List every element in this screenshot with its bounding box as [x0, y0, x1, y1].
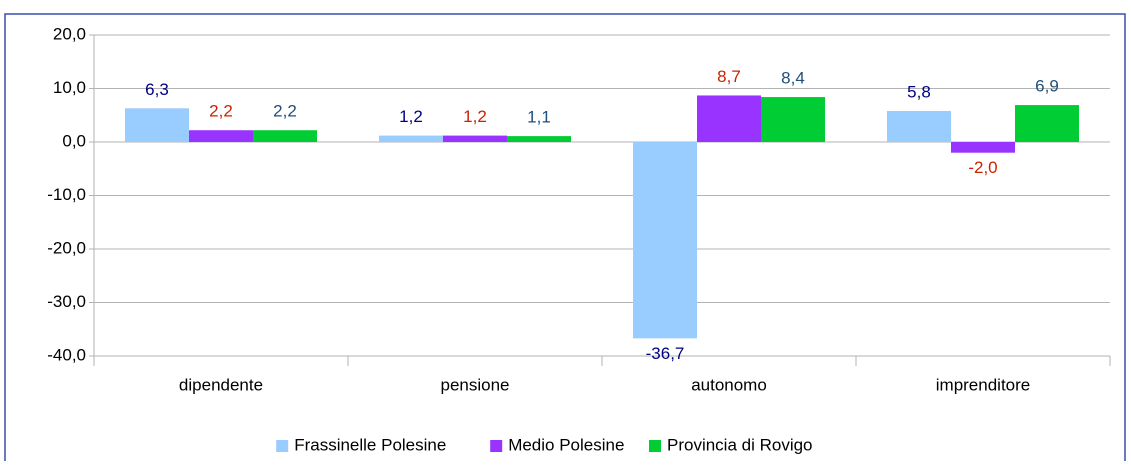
y-tick-label: -10,0: [47, 185, 86, 204]
data-label: 2,2: [273, 102, 297, 121]
bar: [887, 110, 951, 142]
bar: [507, 136, 571, 142]
data-label: 6,3: [145, 80, 169, 99]
bar: [761, 97, 825, 142]
y-tick-label: -40,0: [47, 345, 86, 364]
data-label: 1,1: [527, 108, 551, 127]
y-tick-label: 0,0: [62, 131, 86, 150]
x-tick-label: dipendente: [179, 375, 263, 394]
legend-label: Frassinelle Polesine: [294, 435, 446, 454]
bar: [951, 142, 1015, 153]
data-label: -2,0: [968, 158, 997, 177]
bar: [633, 142, 697, 339]
bar: [443, 135, 507, 142]
legend-swatch: [276, 440, 289, 452]
y-tick-label: -20,0: [47, 238, 86, 257]
y-tick-label: 20,0: [53, 24, 86, 43]
bar: [189, 130, 253, 142]
legend-swatch: [649, 440, 661, 452]
bar: [1015, 105, 1079, 142]
bar: [253, 130, 317, 142]
x-tick-label: pensione: [440, 375, 509, 394]
data-label: -36,7: [646, 344, 685, 363]
data-label: 8,7: [717, 67, 741, 86]
legend-label: Medio Polesine: [508, 435, 624, 454]
chart-frame: [4, 13, 1126, 466]
data-label: 1,2: [463, 107, 487, 126]
data-label: 2,2: [209, 102, 233, 121]
x-tick-label: imprenditore: [936, 375, 1031, 394]
legend-label: Provincia di Rovigo: [667, 435, 813, 454]
x-tick-label: autonomo: [691, 375, 767, 394]
data-label: 8,4: [781, 69, 805, 88]
legend-swatch: [490, 440, 503, 452]
bar: [125, 108, 189, 142]
data-label: 1,2: [399, 107, 423, 126]
y-tick-label: 10,0: [53, 78, 86, 97]
data-label: 5,8: [907, 82, 931, 101]
data-label: 6,9: [1035, 77, 1059, 96]
bar: [379, 135, 443, 142]
y-tick-label: -30,0: [47, 292, 86, 311]
bar: [697, 95, 761, 142]
